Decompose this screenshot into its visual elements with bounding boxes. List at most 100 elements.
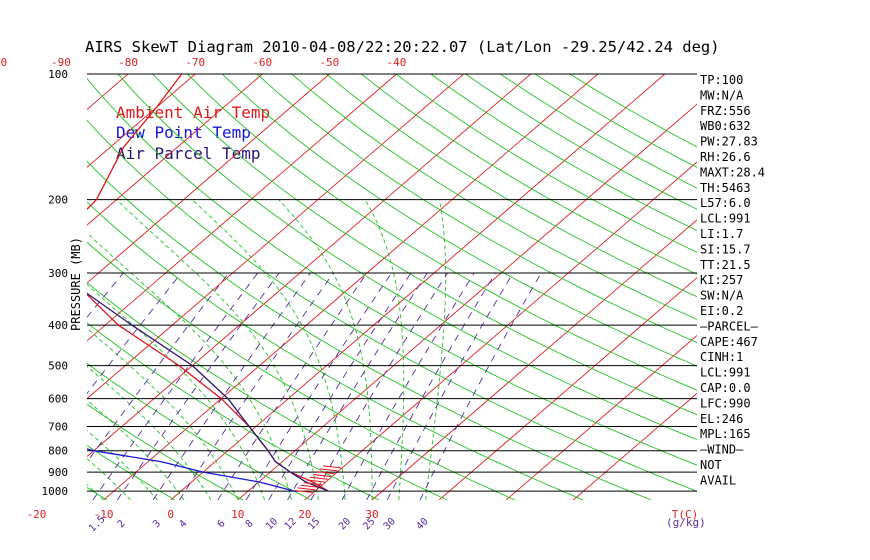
dry-adiabat-line — [87, 241, 516, 500]
wind-hatch-mark — [303, 482, 322, 486]
index-label: LI:1.7 — [700, 227, 743, 241]
index-label: MAXT:28.4 — [700, 165, 765, 179]
index-label: CAPE:467 — [700, 335, 758, 349]
isotherm-line — [87, 74, 263, 226]
moist-adiabat-line — [87, 327, 239, 500]
dry-adiabat-line — [221, 74, 697, 367]
dry-adiabat-line — [87, 403, 244, 500]
moist-adiabat-line — [87, 430, 158, 500]
index-label: MW:N/A — [700, 88, 744, 102]
mixing-ratio-line — [341, 272, 475, 500]
pressure-tick-label: 300 — [48, 267, 68, 280]
wind-hatch-mark — [309, 476, 328, 480]
index-label: EI:0.2 — [700, 304, 743, 318]
pressure-tick-label: 100 — [48, 68, 68, 81]
dry-adiabat-line — [326, 74, 697, 298]
mixing-ratio-line — [245, 272, 392, 500]
index-label: RH:26.6 — [700, 150, 751, 164]
dry-adiabat-line — [87, 77, 697, 466]
index-label: WB0:632 — [700, 119, 751, 133]
isotherm-line — [87, 74, 330, 284]
index-label: NOT — [700, 458, 722, 472]
moist-adiabat-line — [87, 365, 212, 500]
index-label: LCL:991 — [700, 366, 751, 380]
dry-adiabat-line — [187, 74, 697, 391]
temp-tick-label: -20 — [27, 508, 47, 521]
moist-adiabat-line — [87, 232, 292, 500]
dry-adiabat-line — [87, 281, 448, 500]
index-label: CAP:0.0 — [700, 381, 751, 395]
legend-parcel: Air Parcel Temp — [116, 144, 261, 163]
moist-adiabat-line — [278, 199, 373, 500]
top-temp-tick-label: -80 — [118, 56, 138, 69]
dry-adiabat-line — [87, 160, 652, 500]
index-label: LCL:991 — [700, 212, 751, 226]
mixing-ratio-line — [92, 272, 259, 500]
pressure-tick-label: 1000 — [42, 485, 69, 498]
index-label: FRZ:556 — [700, 104, 751, 118]
isotherm-line — [87, 74, 531, 458]
temp-tick-label: 0 — [167, 508, 174, 521]
moist-adiabat-line — [87, 457, 131, 500]
temp-unit-label: T(C) — [672, 508, 699, 521]
dry-adiabat-line — [256, 74, 697, 344]
mixing-ratio-line — [268, 272, 412, 500]
top-temp-tick-label: -50 — [319, 56, 339, 69]
index-label: AVAIL — [700, 473, 736, 487]
wind-hatching — [294, 465, 342, 493]
mixing-ratio-unit-label: (g/kg) — [666, 516, 706, 529]
background-lines — [87, 74, 697, 500]
dry-adiabat-line — [395, 74, 697, 253]
mixing-ratio-line — [310, 272, 448, 500]
dry-adiabat-line — [87, 322, 380, 500]
isotherm-line — [103, 74, 599, 500]
pressure-tick-label: 200 — [48, 194, 68, 207]
wind-hatch-mark — [294, 489, 313, 493]
pressure-tick-label: 900 — [48, 466, 68, 479]
isotherm-line — [505, 334, 697, 500]
profile-lines — [87, 74, 329, 492]
dry-adiabat-line — [87, 119, 697, 492]
index-label: TH:5463 — [700, 181, 751, 195]
legend-ambient: Ambient Air Temp — [116, 103, 270, 122]
mixing-ratio-line — [419, 272, 542, 500]
index-label: —PARCEL— — [700, 319, 759, 333]
wind-hatch-mark — [306, 479, 325, 483]
mixing-ratio-line — [179, 272, 334, 500]
dry-adiabat-line — [152, 74, 697, 416]
index-label: MPL:165 — [700, 427, 751, 441]
isobar-lines — [87, 73, 697, 492]
dry-adiabat-line — [87, 201, 584, 500]
mixing-ratio-line — [116, 272, 280, 500]
isotherm-line — [237, 103, 697, 500]
index-label: PW:27.83 — [700, 135, 758, 149]
mixing-ratio-line — [366, 272, 496, 500]
dewpoint-line — [87, 448, 296, 492]
isotherm-line — [438, 277, 697, 500]
top-temp-tick-label: -100 — [0, 56, 7, 69]
moist-adiabat-line — [87, 283, 266, 500]
wind-hatch-mark — [316, 471, 335, 475]
index-label: KI:257 — [700, 273, 743, 287]
wind-hatch-mark — [322, 465, 342, 469]
dry-adiabat-line — [361, 74, 697, 275]
pressure-tick-label: 600 — [48, 393, 68, 406]
index-label: —WIND— — [700, 443, 744, 457]
dry-adiabat-line — [291, 74, 697, 320]
pressure-tick-label: 800 — [48, 445, 68, 458]
top-temp-tick-label: -90 — [51, 56, 71, 69]
y-axis-label: PRESSURE (MB) — [69, 237, 83, 331]
index-label: TT:21.5 — [700, 258, 751, 272]
legend-dewpoint: Dew Point Temp — [116, 123, 251, 142]
temp-tick-label: 30 — [365, 508, 378, 521]
wind-hatch-mark — [297, 487, 316, 491]
parcel-temp-line — [87, 292, 329, 492]
pressure-tick-label: 700 — [48, 421, 68, 434]
moist-adiabat-line — [364, 199, 405, 500]
isotherm-line — [573, 392, 697, 500]
top-temp-tick-label: -60 — [252, 56, 272, 69]
dry-adiabat-line — [117, 74, 697, 441]
temp-tick-label: -10 — [94, 508, 114, 521]
